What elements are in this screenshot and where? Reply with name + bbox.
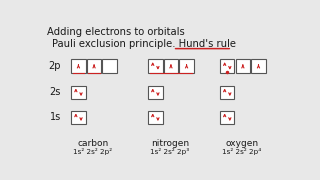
Bar [71,59,86,73]
Bar [236,59,250,73]
Bar [71,86,86,99]
Bar [148,111,163,124]
Bar [102,59,117,73]
Bar [220,111,235,124]
Text: 1s² 2s² 2p³: 1s² 2s² 2p³ [150,148,189,155]
Text: Pauli exclusion principle. Hund's rule: Pauli exclusion principle. Hund's rule [52,39,236,49]
Bar [180,59,194,73]
Text: carbon: carbon [77,139,108,148]
Text: 1s: 1s [50,112,61,122]
Bar [164,59,178,73]
Bar [148,86,163,99]
Bar [148,59,163,73]
Text: oxygen: oxygen [225,139,258,148]
Text: 2s: 2s [50,87,61,97]
Text: 2p: 2p [49,61,61,71]
Bar [220,86,235,99]
Text: 1s² 2s² 2p²: 1s² 2s² 2p² [73,148,112,155]
Bar [71,111,86,124]
Bar [251,59,266,73]
Text: Adding electrons to orbitals: Adding electrons to orbitals [47,27,185,37]
Bar [87,59,101,73]
Bar [220,59,235,73]
Text: 1s² 2s² 2p⁴: 1s² 2s² 2p⁴ [222,148,261,155]
Text: nitrogen: nitrogen [151,139,189,148]
